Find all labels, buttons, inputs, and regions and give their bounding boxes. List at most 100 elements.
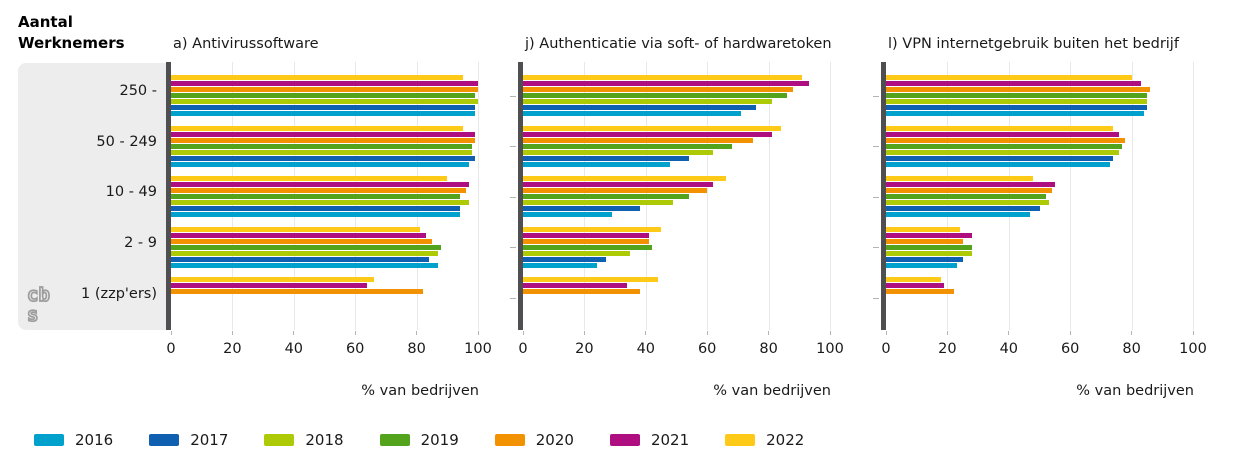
legend-item-2017: 2017 xyxy=(149,431,228,449)
bar-2021 xyxy=(171,283,368,289)
legend-label: 2019 xyxy=(420,431,459,449)
bar-2018 xyxy=(171,200,469,206)
bar-2017 xyxy=(886,256,963,262)
x-tick xyxy=(231,331,233,335)
bar-2022 xyxy=(886,176,1034,182)
bar-2018 xyxy=(886,99,1147,104)
bar-2018 xyxy=(523,200,674,206)
y-tick xyxy=(510,146,516,148)
y-tick xyxy=(873,247,879,249)
bar-2017 xyxy=(171,206,460,212)
x-axis-label: % van bedrijven xyxy=(1076,383,1194,399)
x-tick-label: 0 xyxy=(518,341,528,357)
x-tick-label: 20 xyxy=(938,341,957,357)
bar-2021 xyxy=(171,182,469,188)
bar-2022 xyxy=(886,226,960,232)
bar-2016 xyxy=(886,111,1144,116)
y-tick xyxy=(510,297,516,299)
bar-2021 xyxy=(171,232,426,238)
bar-2016 xyxy=(886,262,957,268)
category-label: 50 - 249 xyxy=(96,133,157,150)
x-tick xyxy=(768,331,770,335)
x-tick xyxy=(1008,331,1010,335)
x-tick xyxy=(645,331,647,335)
panel-title-vpn: l) VPN internetgebruik buiten het bedrij… xyxy=(888,36,1179,52)
panel-title-antivirussoftware: a) Antivirussoftware xyxy=(173,36,319,52)
bar-2022 xyxy=(171,75,463,80)
x-tick-label: 40 xyxy=(999,341,1019,357)
bar-2022 xyxy=(171,176,448,182)
x-tick-label: 20 xyxy=(223,341,242,357)
x-tick xyxy=(829,331,831,335)
x-tick xyxy=(477,331,479,335)
bar-2019 xyxy=(523,143,732,149)
bar-2020 xyxy=(886,238,963,244)
x-tick xyxy=(1069,331,1071,335)
bar-2018 xyxy=(886,200,1049,206)
bar-2017 xyxy=(171,155,475,161)
y-axis-title: Aantal Werknemers xyxy=(18,12,125,54)
bar-2019 xyxy=(171,93,475,98)
x-tick-label: 0 xyxy=(166,341,176,357)
x-tick xyxy=(522,331,524,335)
bar-2020 xyxy=(171,238,432,244)
bar-2017 xyxy=(886,105,1147,110)
y-tick xyxy=(873,146,879,148)
legend-label: 2017 xyxy=(190,431,229,449)
gridline xyxy=(1193,62,1194,330)
x-tick-label: 40 xyxy=(636,341,656,357)
bar-2021 xyxy=(886,81,1141,86)
legend-item-2018: 2018 xyxy=(264,431,344,449)
legend-swatch xyxy=(149,434,180,446)
bar-2019 xyxy=(523,93,788,98)
bar-2016 xyxy=(523,262,597,268)
x-tick-label: 80 xyxy=(1122,341,1141,357)
bar-2020 xyxy=(523,289,640,295)
bar-2022 xyxy=(523,226,662,232)
bar-2021 xyxy=(523,182,714,188)
bar-2020 xyxy=(171,87,478,92)
bar-2019 xyxy=(886,194,1046,200)
bar-2021 xyxy=(523,81,809,86)
legend: 2016 2017 2018 2019 2020 2021 2022 xyxy=(34,431,804,449)
y-tick xyxy=(873,196,879,198)
category-label: 1 (zzp'ers) xyxy=(81,285,157,302)
bar-2021 xyxy=(886,283,945,289)
x-axis-label: % van bedrijven xyxy=(361,383,479,399)
x-tick xyxy=(583,331,585,335)
panel-title-authenticatie: j) Authenticatie via soft- of hardwareto… xyxy=(525,36,832,52)
legend-label: 2022 xyxy=(766,431,805,449)
bar-2020 xyxy=(171,137,475,143)
bar-2022 xyxy=(886,277,942,283)
bar-2020 xyxy=(886,87,1151,92)
y-tick xyxy=(510,247,516,249)
bar-2021 xyxy=(171,131,475,137)
bar-2018 xyxy=(171,149,472,155)
gridline xyxy=(478,62,479,330)
bar-2022 xyxy=(171,277,374,283)
bar-2018 xyxy=(171,250,439,256)
bar-2021 xyxy=(523,131,772,137)
x-tick xyxy=(170,331,172,335)
bar-2018 xyxy=(886,149,1120,155)
bar-2022 xyxy=(523,277,659,283)
bar-2022 xyxy=(886,125,1114,131)
y-axis-title-line2: Werknemers xyxy=(18,34,125,52)
x-tick-label: 80 xyxy=(759,341,778,357)
bar-2016 xyxy=(523,212,613,218)
bar-2019 xyxy=(886,143,1123,149)
bar-2017 xyxy=(523,206,640,212)
bar-2020 xyxy=(171,188,466,194)
category-label: 250 - xyxy=(119,83,157,100)
legend-swatch xyxy=(379,434,410,446)
bar-2016 xyxy=(171,212,460,218)
bar-2022 xyxy=(171,125,463,131)
bar-2020 xyxy=(523,137,754,143)
x-tick-label: 100 xyxy=(464,341,492,357)
gridline xyxy=(1070,62,1072,330)
bar-2020 xyxy=(523,238,649,244)
gridline xyxy=(1131,62,1133,330)
legend-swatch xyxy=(264,434,295,446)
category-label: 10 - 49 xyxy=(105,184,157,201)
gridline xyxy=(707,62,709,330)
